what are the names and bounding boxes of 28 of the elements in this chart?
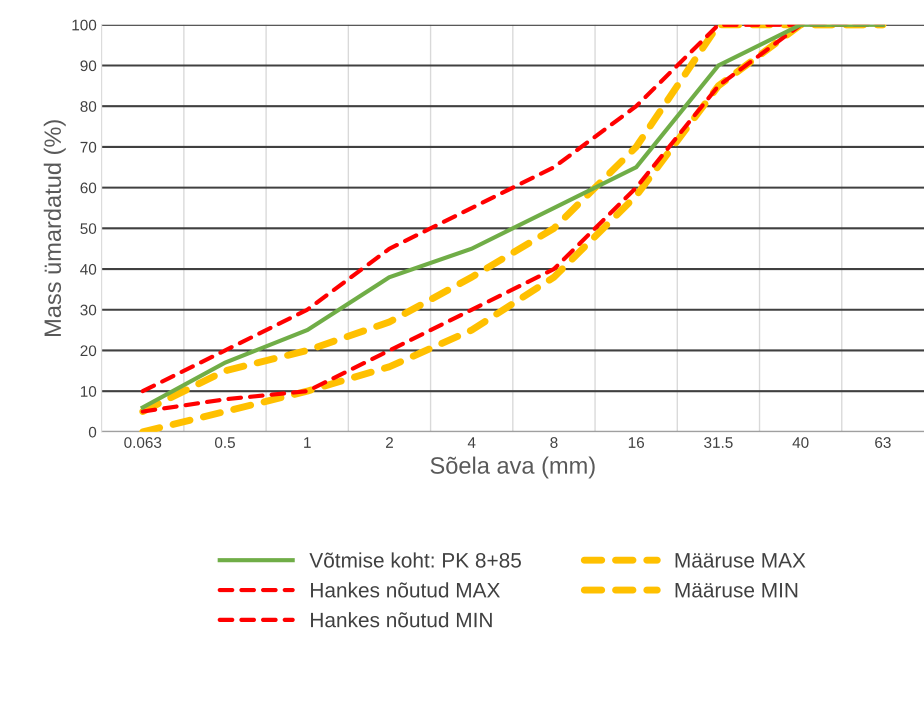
x-tick-label: 1 bbox=[304, 437, 311, 448]
y-tick-label: 70 bbox=[80, 142, 96, 153]
y-tick-label: 60 bbox=[80, 182, 96, 194]
y-tick-label: 50 bbox=[80, 223, 96, 234]
legend-label: Määruse MAX bbox=[676, 553, 806, 568]
y-tick-label: 30 bbox=[80, 304, 96, 316]
y-tick-label: 90 bbox=[80, 60, 96, 72]
x-tick-label: 0.063 bbox=[124, 437, 162, 448]
legend-label: Hankes nõutud MIN bbox=[311, 612, 492, 628]
x-axis-title: Sõela ava (mm) bbox=[430, 456, 595, 479]
x-tick-label: 40 bbox=[792, 437, 809, 448]
x-tick-label: 63 bbox=[875, 437, 891, 448]
y-tick-label: 20 bbox=[80, 345, 96, 356]
x-tick-label: 8 bbox=[550, 437, 558, 448]
legend-label: Võtmise koht: PK 8+85 bbox=[309, 552, 521, 568]
legend-label: Hankes nõutud MAX bbox=[311, 582, 500, 598]
x-tick-label: 31.5 bbox=[704, 437, 733, 448]
y-tick-label: 100 bbox=[72, 20, 96, 30]
y-axis-title: Mass ümardatud (%) bbox=[44, 120, 66, 336]
x-tick-label: 2 bbox=[386, 437, 393, 448]
y-tick-label: 0 bbox=[88, 426, 96, 438]
x-tick-label: 16 bbox=[628, 437, 644, 448]
y-tick-label: 80 bbox=[80, 101, 96, 112]
y-tick-label: 40 bbox=[80, 264, 96, 275]
y-tick-label: 10 bbox=[80, 386, 96, 397]
x-tick-label: 0.5 bbox=[214, 437, 235, 448]
x-tick-label: 4 bbox=[468, 437, 476, 448]
legend-label: Määruse MIN bbox=[676, 583, 798, 598]
